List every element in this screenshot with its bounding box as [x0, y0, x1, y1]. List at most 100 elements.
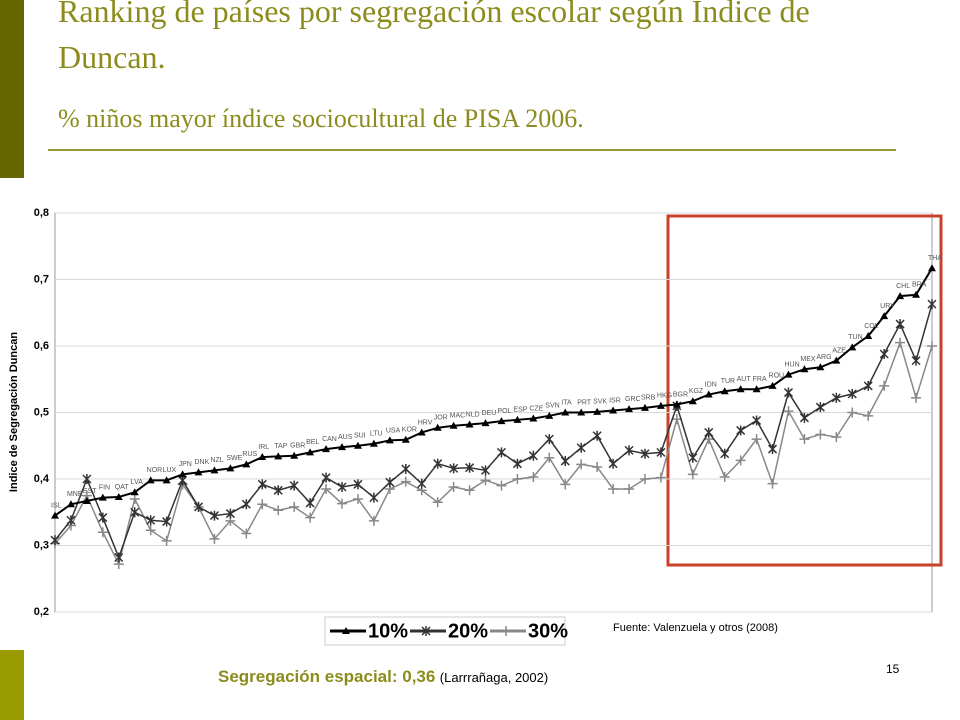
marker	[799, 412, 809, 423]
title: Ranking de países por segregación escola…	[58, 0, 810, 75]
country-label: HRV	[418, 419, 433, 426]
marker	[465, 462, 475, 473]
marker	[577, 408, 586, 416]
marker	[639, 474, 650, 484]
marker	[178, 470, 187, 478]
marker	[832, 356, 841, 364]
country-label: ARG	[816, 354, 831, 361]
marker	[194, 468, 203, 476]
country-label: EST	[83, 488, 97, 495]
country-label: BRA	[912, 282, 927, 289]
marker	[911, 392, 922, 403]
marker	[274, 452, 283, 460]
marker	[608, 458, 618, 469]
marker	[593, 407, 602, 415]
marker	[289, 501, 300, 512]
marker	[544, 434, 554, 445]
marker	[847, 388, 857, 399]
marker	[449, 463, 459, 474]
marker	[98, 493, 107, 501]
marker	[576, 459, 587, 470]
y-tick-label: 0,2	[34, 606, 49, 618]
marker	[624, 483, 635, 494]
marker	[353, 441, 362, 449]
country-label: AUT	[737, 376, 752, 383]
country-label: BGR	[673, 391, 688, 398]
marker	[687, 469, 698, 480]
marker	[290, 451, 299, 459]
marker	[50, 535, 60, 546]
marker	[305, 512, 316, 523]
marker	[337, 481, 347, 492]
marker	[544, 452, 555, 463]
footer-text: Segregación espacial: 0,36 (Larrrañaga, …	[218, 667, 548, 687]
marker	[449, 421, 458, 429]
country-label: MNE	[67, 491, 83, 498]
marker	[592, 430, 602, 441]
country-label: JOR	[434, 415, 448, 422]
country-label: CAN	[322, 436, 337, 443]
marker	[258, 453, 267, 461]
country-label: IDN	[705, 381, 717, 388]
marker	[528, 472, 539, 483]
marker	[863, 380, 873, 391]
left-bar-bottom	[0, 650, 24, 720]
marker	[512, 458, 522, 469]
marker	[368, 515, 379, 526]
marker	[831, 432, 842, 443]
country-label: KGZ	[689, 388, 704, 395]
marker	[385, 436, 394, 444]
marker	[720, 387, 729, 395]
country-label: TUN	[848, 334, 862, 341]
marker	[847, 407, 858, 418]
marker	[162, 516, 172, 527]
marker	[369, 492, 379, 503]
marker	[129, 493, 140, 504]
marker	[51, 511, 59, 519]
series-line	[54, 303, 933, 560]
country-label: DNK	[195, 459, 210, 466]
marker	[799, 434, 810, 445]
marker	[863, 410, 874, 421]
country-label: POL	[497, 408, 511, 415]
marker	[656, 447, 666, 458]
marker	[640, 448, 650, 459]
marker	[513, 415, 522, 423]
country-label: SVN	[545, 403, 559, 410]
country-label: PRT	[577, 399, 592, 406]
country-label: FRA	[753, 376, 767, 383]
marker	[751, 434, 762, 445]
marker	[800, 365, 809, 373]
marker	[768, 381, 777, 389]
marker	[624, 445, 634, 456]
marker	[783, 406, 794, 417]
marker	[114, 552, 124, 563]
marker	[225, 508, 235, 519]
country-label: SWE	[226, 455, 242, 462]
marker	[688, 452, 698, 463]
marker	[496, 480, 507, 491]
country-label: CZE	[529, 405, 543, 412]
marker	[895, 319, 905, 330]
title-rule	[48, 149, 896, 151]
footer-cite: (Larrrañaga, 2002)	[439, 670, 549, 685]
marker	[656, 401, 665, 409]
country-label: FIN	[99, 484, 110, 491]
marker	[432, 497, 443, 508]
country-label: GRC	[625, 396, 641, 403]
legend-label: 10%	[368, 620, 408, 642]
marker	[130, 488, 139, 496]
country-label: SRB	[641, 395, 656, 402]
country-label: LVA	[131, 479, 144, 486]
marker	[481, 419, 490, 427]
marker	[928, 264, 936, 272]
marker	[545, 411, 554, 419]
marker	[895, 337, 906, 348]
marker	[831, 392, 841, 403]
marker	[529, 414, 538, 422]
marker	[66, 515, 76, 526]
marker	[352, 493, 363, 504]
country-label: ESP	[513, 407, 527, 414]
